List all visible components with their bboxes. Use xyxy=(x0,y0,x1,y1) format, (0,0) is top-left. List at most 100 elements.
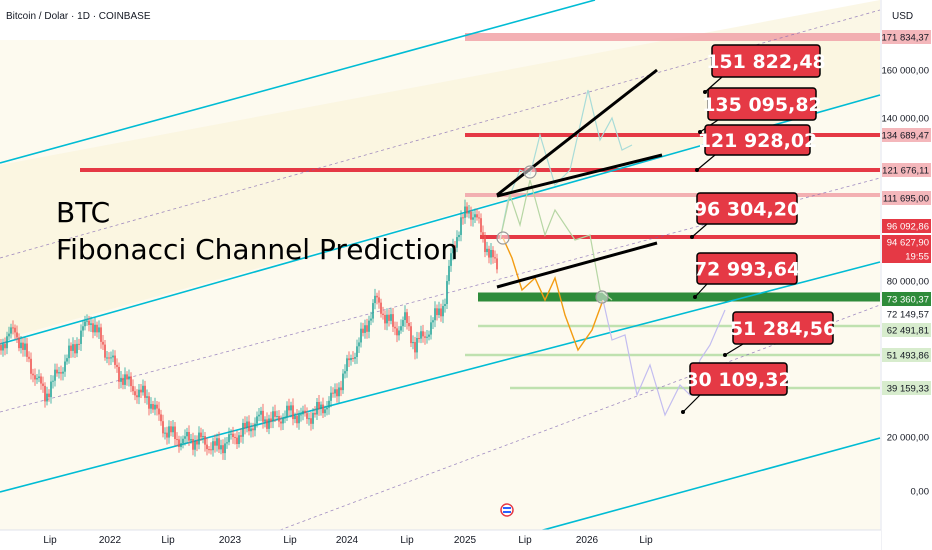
price-candle xyxy=(420,331,422,339)
price-candle xyxy=(6,336,8,349)
price-candle xyxy=(120,377,122,382)
price-candle xyxy=(188,432,190,441)
price-candle xyxy=(92,323,94,333)
price-candle xyxy=(324,409,326,414)
price-candle xyxy=(48,393,50,398)
chart-title-line-2: Fibonacci Channel Prediction xyxy=(56,233,458,266)
channel-line xyxy=(0,0,596,164)
price-candle xyxy=(200,432,202,438)
price-candle xyxy=(82,326,84,331)
price-candle xyxy=(52,380,54,382)
price-axis[interactable] xyxy=(881,0,932,550)
price-candle xyxy=(98,327,100,333)
price-candle xyxy=(264,419,266,422)
price-candle xyxy=(174,426,176,440)
price-candle xyxy=(268,418,270,429)
price-candle xyxy=(436,308,438,316)
price-candle xyxy=(416,338,418,353)
price-candle xyxy=(194,440,196,450)
time-axis[interactable] xyxy=(0,530,881,550)
price-axis-label: 140 000,00 xyxy=(881,114,929,125)
price-candle xyxy=(488,248,490,258)
price-candle xyxy=(60,372,62,374)
price-candle xyxy=(470,211,472,220)
callout-box xyxy=(696,252,798,285)
price-candle xyxy=(80,330,82,344)
symbol-header: Bitcoin / Dolar · 1D · COINBASE xyxy=(6,11,151,22)
chart-title-line-1: BTC xyxy=(56,196,110,229)
price-candle xyxy=(276,416,278,418)
price-candle xyxy=(348,358,350,361)
callout-value: 30 109,32 xyxy=(685,369,791,391)
price-axis-tag xyxy=(882,163,931,177)
price-candle xyxy=(148,396,150,409)
trend-lines xyxy=(496,68,663,289)
price-candle xyxy=(152,404,154,410)
price-candle xyxy=(78,343,80,345)
price-candle xyxy=(492,249,494,258)
price-candle xyxy=(72,344,74,351)
price-candle xyxy=(266,419,268,429)
price-candle xyxy=(472,217,474,220)
projection-orange xyxy=(502,237,604,352)
price-candle xyxy=(302,410,304,415)
time-axis-label: 2022 xyxy=(99,535,122,546)
price-candle xyxy=(308,418,310,420)
price-candle xyxy=(292,405,294,420)
price-candle xyxy=(404,312,406,321)
price-candle xyxy=(462,217,464,219)
price-axis-labels: 171 834,37 160 000,00 140 000,00 134 689,47… xyxy=(881,30,931,498)
price-candle xyxy=(46,393,48,402)
tradingview-logo-icon[interactable] xyxy=(500,503,514,517)
price-candle xyxy=(428,334,430,337)
price-candle xyxy=(364,325,366,333)
callout-box xyxy=(732,311,834,345)
price-candle xyxy=(270,418,272,422)
price-candle xyxy=(156,404,158,409)
price-candle xyxy=(230,433,232,435)
price-candle xyxy=(466,206,468,214)
price-candle xyxy=(192,439,194,450)
price-candle xyxy=(380,302,382,314)
price-axis-label: 39 159,33 xyxy=(887,384,929,395)
price-candle xyxy=(64,361,66,372)
price-candle xyxy=(434,308,436,321)
price-candle xyxy=(36,378,38,380)
price-candle xyxy=(312,412,314,424)
price-axis-label: 121 676,11 xyxy=(882,166,929,177)
price-candle xyxy=(178,439,180,448)
price-candle xyxy=(210,449,212,451)
price-candle xyxy=(322,404,324,414)
price-candle xyxy=(172,426,174,433)
pivot-circles xyxy=(496,165,609,304)
currency-label: USD xyxy=(892,11,913,22)
price-candle xyxy=(28,356,30,359)
price-candle xyxy=(34,375,36,380)
price-candle xyxy=(86,320,88,322)
price-candle xyxy=(438,308,440,316)
price-candle xyxy=(374,295,376,304)
price-candle xyxy=(478,217,480,219)
price-candle xyxy=(118,366,120,382)
price-candle xyxy=(442,305,444,317)
price-candle xyxy=(138,389,140,398)
price-candle xyxy=(306,413,308,419)
trend-line xyxy=(496,153,663,198)
time-axis-label: Lip xyxy=(43,535,57,546)
price-candle xyxy=(360,328,362,343)
price-axis-label: 160 000,00 xyxy=(881,66,929,77)
price-candles xyxy=(0,199,498,461)
callout-dot xyxy=(681,410,685,414)
price-candle xyxy=(480,218,482,233)
price-candle xyxy=(494,257,496,259)
price-candle xyxy=(430,322,432,335)
price-axis-tag xyxy=(882,292,931,306)
price-candle xyxy=(344,371,346,374)
price-candle xyxy=(158,408,160,415)
price-candle xyxy=(226,442,228,444)
price-candle xyxy=(122,377,124,385)
target-callout: 135 095,82 xyxy=(698,87,822,134)
time-axis-label: 2024 xyxy=(336,535,359,546)
